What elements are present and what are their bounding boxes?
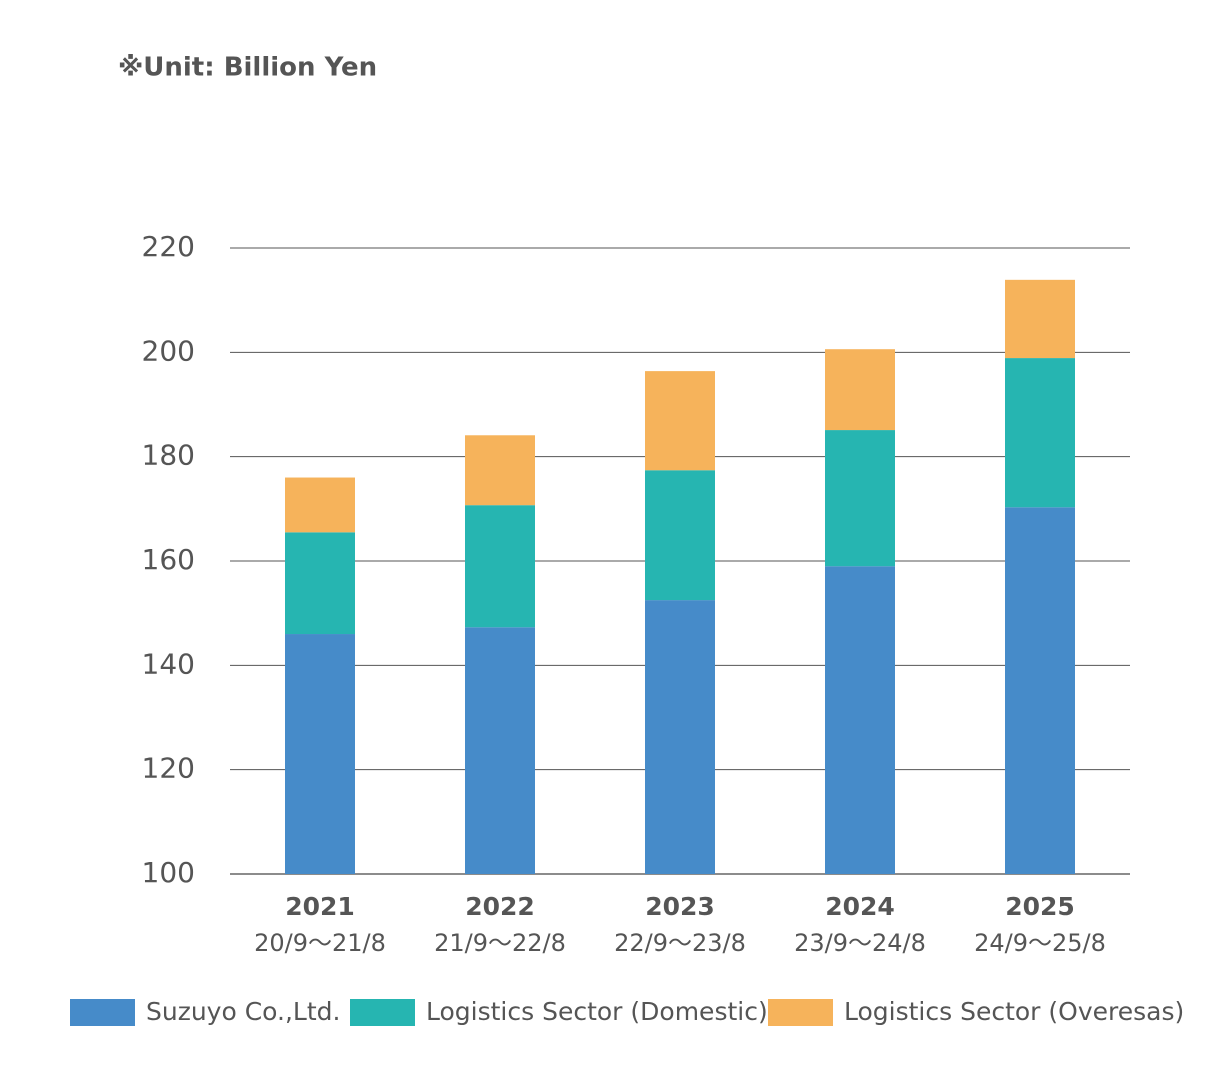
x-period-label: 23/9～24/8 [794, 929, 926, 957]
x-tick-label: 2025 [1005, 892, 1075, 921]
x-tick-label: 2024 [825, 892, 895, 921]
bar-segment [825, 430, 895, 567]
x-period-label: 24/9～25/8 [974, 929, 1106, 957]
legend-swatch [350, 999, 415, 1026]
bar-segment [465, 627, 535, 874]
y-tick-label: 100 [142, 856, 195, 889]
x-tick-label: 2023 [645, 892, 715, 921]
bar-segment [285, 532, 355, 635]
legend-label: Logistics Sector (Overesas) [844, 997, 1184, 1026]
bar-segment [1005, 279, 1075, 359]
legend-label: Logistics Sector (Domestic) [426, 997, 768, 1026]
bar-segment [1005, 358, 1075, 508]
bar-segment [645, 371, 715, 471]
x-period-label: 21/9～22/8 [434, 929, 566, 957]
legend-label: Suzuyo Co.,Ltd. [146, 997, 340, 1026]
y-tick-label: 120 [142, 752, 195, 785]
bar-segment [645, 470, 715, 601]
y-tick-label: 200 [142, 334, 195, 367]
bar-segment [825, 349, 895, 431]
x-tick-label: 2021 [285, 892, 355, 921]
x-tick-label: 2022 [465, 892, 535, 921]
y-tick-label: 140 [142, 647, 195, 680]
y-tick-label: 180 [142, 439, 195, 472]
unit-note: ※Unit: Billion Yen [118, 53, 377, 83]
x-period-label: 22/9～23/8 [614, 929, 746, 957]
y-tick-label: 160 [142, 543, 195, 576]
bar-segment [465, 435, 535, 506]
legend-swatch [768, 999, 833, 1026]
bar-segment [645, 600, 715, 874]
x-period-label: 20/9～21/8 [254, 929, 386, 957]
y-tick-label: 220 [142, 230, 195, 263]
legend-swatch [70, 999, 135, 1026]
bar-segment [285, 477, 355, 533]
bar-segment [1005, 507, 1075, 874]
bar-segment [285, 634, 355, 874]
bar-segment [465, 505, 535, 628]
bar-segment [825, 566, 895, 874]
